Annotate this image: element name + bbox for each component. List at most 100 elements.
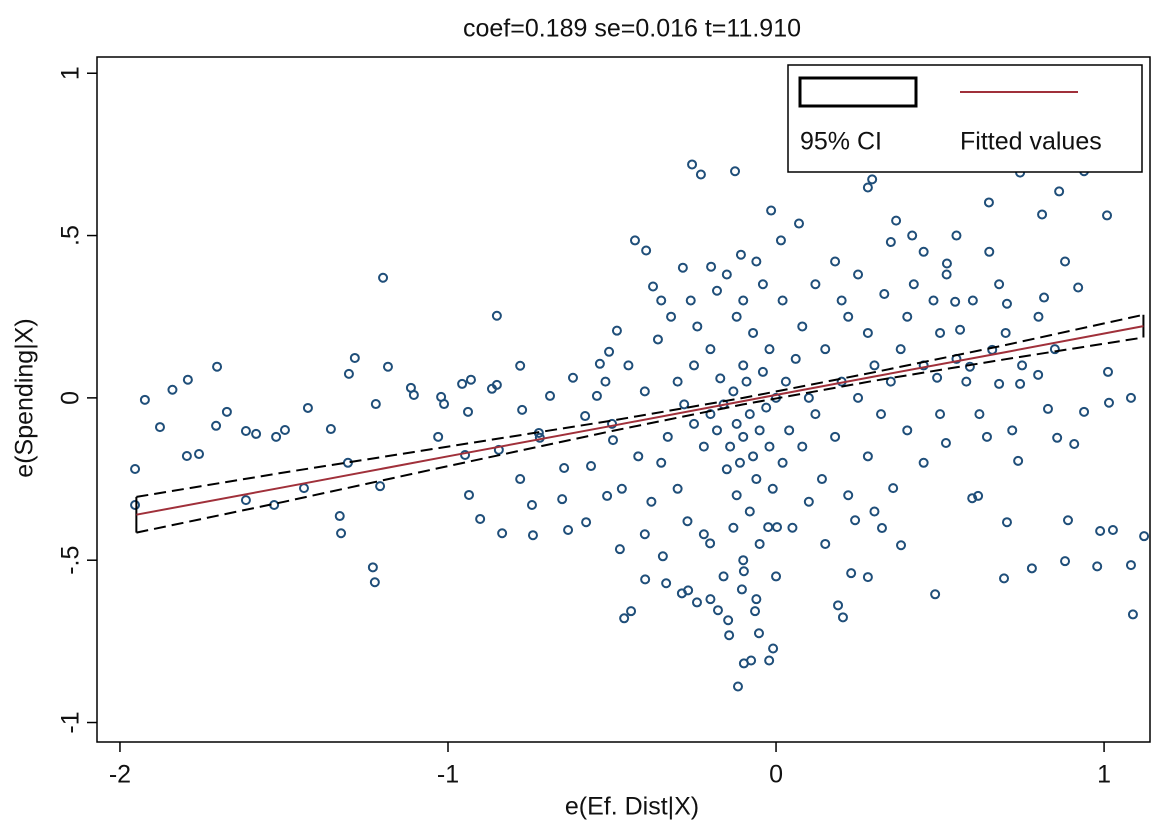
scatter-point: [689, 418, 700, 429]
scatter-point: [837, 612, 848, 623]
scatter-point: [633, 451, 644, 462]
scatter-point: [715, 373, 726, 384]
scatter-point: [984, 246, 995, 257]
scatter-point: [279, 425, 290, 436]
scatter-point: [981, 431, 992, 442]
scatter-point: [439, 399, 450, 410]
scatter-point: [876, 409, 887, 420]
scatter-point: [768, 643, 779, 654]
scatter-point: [724, 630, 735, 641]
scatter-point: [457, 378, 468, 389]
scatter-point: [342, 457, 353, 468]
scatter-point: [676, 588, 687, 599]
scatter-point: [130, 463, 141, 474]
scatter-point: [721, 464, 732, 475]
scatter-point: [999, 573, 1010, 584]
scatter-point: [820, 538, 831, 549]
scatter-point: [194, 449, 205, 460]
y-tick-label: -1: [57, 711, 85, 733]
scatter-point: [334, 511, 345, 522]
scatter-point: [994, 378, 1005, 389]
scatter-point: [682, 516, 693, 527]
scatter-point: [1015, 378, 1026, 389]
scatter-point: [902, 311, 913, 322]
scatter-point: [885, 376, 896, 387]
scatter-point: [639, 386, 650, 397]
scatter-point: [685, 295, 696, 306]
scatter-point: [656, 457, 667, 468]
scatter-point: [1102, 210, 1113, 221]
scatter-point: [1033, 369, 1044, 380]
scatter-point: [869, 506, 880, 517]
scatter-point: [1127, 609, 1138, 620]
scatter-point: [748, 327, 759, 338]
ci-lower: [136, 336, 1144, 534]
scatter-point: [810, 409, 821, 420]
scatter-point: [853, 269, 864, 280]
scatter-point: [1026, 563, 1037, 574]
scatter-point: [766, 205, 777, 216]
scatter-point: [935, 327, 946, 338]
scatter-point: [580, 411, 591, 422]
scatter-point: [614, 544, 625, 555]
scatter-point: [731, 311, 742, 322]
scatter-point: [794, 218, 804, 229]
ci-upper: [136, 313, 1144, 498]
scatter-point: [369, 577, 380, 588]
scatter-point: [888, 483, 899, 494]
scatter-point: [750, 606, 761, 617]
scatter-point: [711, 285, 722, 296]
scatter-point: [706, 261, 717, 272]
scatter-point: [780, 376, 791, 387]
scatter-point: [679, 399, 690, 410]
scatter-point: [623, 360, 634, 371]
scatter-point: [1039, 292, 1050, 303]
x-tick-label: -2: [109, 761, 131, 789]
scatter-point: [1062, 515, 1073, 526]
scatter-point: [767, 483, 778, 494]
scatter-point: [862, 182, 873, 193]
scatter-point: [711, 425, 722, 436]
scatter-point: [803, 392, 814, 403]
scatter-point: [918, 457, 929, 468]
scatter-point: [763, 522, 774, 533]
scatter-point: [961, 376, 972, 387]
scatter-point: [1033, 311, 1044, 322]
scatter-point: [908, 279, 919, 290]
scatter-point: [738, 555, 749, 566]
scatter-point: [517, 404, 528, 415]
scatter-point: [211, 420, 222, 431]
scatter-point: [1095, 525, 1106, 536]
scatter-point: [867, 174, 878, 185]
scatter-point: [594, 358, 605, 369]
scatter-point: [721, 269, 732, 280]
scatter-point: [797, 441, 808, 452]
scatter-point: [994, 279, 1005, 290]
scatter-point: [918, 246, 929, 257]
scatter-point: [336, 528, 347, 539]
scatter-point: [734, 457, 745, 468]
scatter-point: [212, 361, 223, 372]
scatter-point: [616, 483, 627, 494]
scatter-point: [830, 431, 841, 442]
scatter-point: [167, 384, 178, 395]
scatter-point: [586, 461, 597, 472]
scatter-point: [895, 344, 906, 355]
scatter-point: [1103, 366, 1114, 377]
y-tick-label: 1: [57, 66, 85, 80]
scatter-point: [928, 295, 939, 306]
scatter-point: [298, 483, 309, 494]
scatter-point: [777, 295, 788, 306]
scatter-point: [619, 613, 630, 624]
scatter-point: [221, 406, 232, 417]
scatter-point: [657, 551, 668, 562]
scatter-point: [853, 392, 864, 403]
scatter-point: [941, 258, 952, 269]
scatter-point: [761, 402, 772, 413]
scatter-point: [491, 379, 502, 390]
scatter-point: [1007, 425, 1018, 436]
scatter-point: [1052, 432, 1063, 443]
scatter-point: [646, 496, 657, 507]
